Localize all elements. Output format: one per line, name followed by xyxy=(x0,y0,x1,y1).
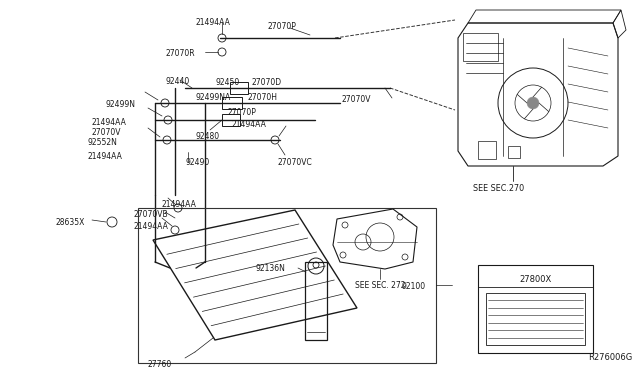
Text: 27070D: 27070D xyxy=(252,78,282,87)
Text: 92480: 92480 xyxy=(195,132,219,141)
Bar xyxy=(222,97,242,109)
Text: 27800X: 27800X xyxy=(520,275,552,283)
Text: 92499NA: 92499NA xyxy=(195,93,230,102)
Text: 92136N: 92136N xyxy=(256,264,286,273)
Bar xyxy=(463,33,498,61)
Text: 92100: 92100 xyxy=(402,282,426,291)
Text: 28635X: 28635X xyxy=(55,218,84,227)
Text: 27760: 27760 xyxy=(148,360,172,369)
Text: 21494AA: 21494AA xyxy=(232,120,267,129)
Text: 27070V: 27070V xyxy=(92,128,122,137)
Text: 21494AA: 21494AA xyxy=(133,222,168,231)
Text: 92490: 92490 xyxy=(185,158,209,167)
Text: SEE SEC.270: SEE SEC.270 xyxy=(473,184,524,193)
Bar xyxy=(138,208,436,363)
Text: SEE SEC. 272: SEE SEC. 272 xyxy=(355,281,406,290)
Text: 27070H: 27070H xyxy=(248,93,278,102)
Text: 92499N: 92499N xyxy=(105,100,135,109)
Text: 27070P: 27070P xyxy=(228,108,257,117)
Bar xyxy=(230,82,248,94)
Text: 92450: 92450 xyxy=(215,78,239,87)
Bar xyxy=(222,114,240,126)
Text: 27070VB: 27070VB xyxy=(133,210,168,219)
Bar xyxy=(478,265,593,353)
Text: 27070R: 27070R xyxy=(165,49,195,58)
Bar xyxy=(305,262,327,340)
Circle shape xyxy=(527,97,539,109)
Text: 92552N: 92552N xyxy=(88,138,118,147)
Text: 27070P: 27070P xyxy=(268,22,297,31)
Text: 21494AA: 21494AA xyxy=(88,152,123,161)
Text: 21494AA: 21494AA xyxy=(162,200,197,209)
Bar xyxy=(478,141,496,159)
Text: 27070V: 27070V xyxy=(342,95,371,104)
Text: 21494AA: 21494AA xyxy=(195,18,230,27)
Bar xyxy=(508,146,520,158)
Bar xyxy=(486,293,585,345)
Text: 21494AA: 21494AA xyxy=(92,118,127,127)
Text: R276006G: R276006G xyxy=(588,353,632,362)
Text: 92440: 92440 xyxy=(165,77,189,86)
Text: 27070VC: 27070VC xyxy=(278,158,313,167)
